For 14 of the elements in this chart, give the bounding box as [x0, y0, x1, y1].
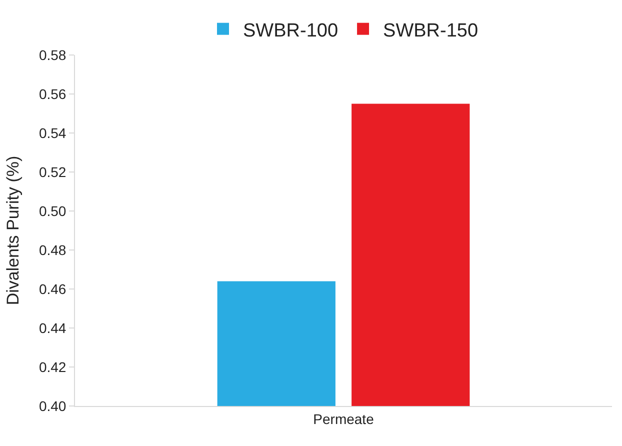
y-tick-label: 0.40 [38, 398, 66, 414]
y-tick-label: 0.54 [38, 124, 66, 141]
y-tick-label: 0.56 [38, 86, 66, 102]
y-tick-label: 0.42 [38, 358, 66, 375]
y-tick-label: 0.50 [38, 202, 66, 219]
y-tick-label: 0.44 [38, 320, 66, 336]
y-tick-label: 0.48 [38, 242, 66, 258]
x-tick-label: Permeate [313, 410, 374, 427]
y-tick-label: 0.46 [38, 280, 66, 297]
y-axis-title: Divalents Purity (%) [4, 156, 22, 306]
legend-label: SWBR-150 [383, 20, 478, 42]
y-tick-label: 0.58 [38, 46, 66, 63]
y-tick-label: 0.52 [38, 164, 66, 180]
legend-label: SWBR-100 [243, 20, 338, 42]
